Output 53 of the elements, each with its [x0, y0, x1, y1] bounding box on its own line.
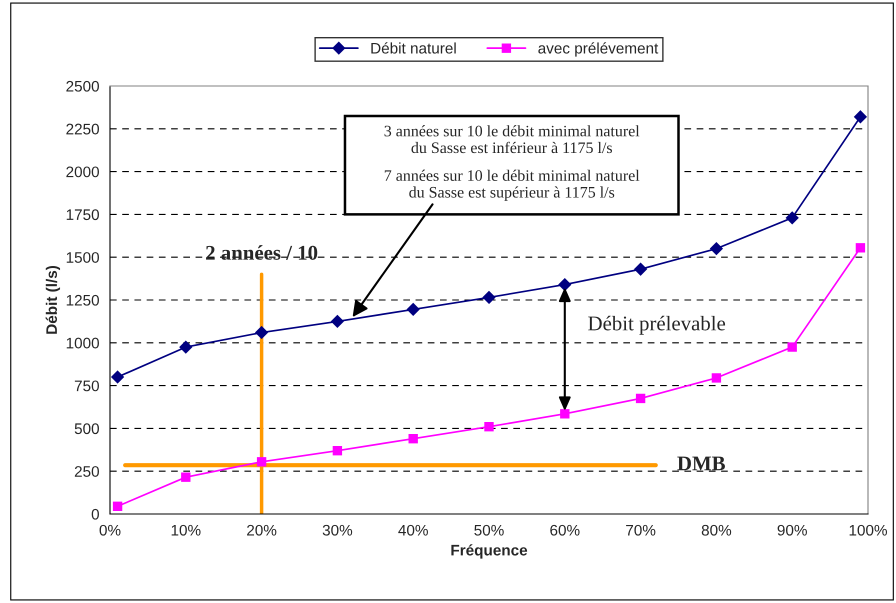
point	[710, 242, 723, 256]
y-tick-label: 2250	[66, 124, 99, 134]
point	[484, 422, 494, 432]
annotation: 3 années sur 10 le débit minimal naturel du Sasse est inférieur à 1175 l/s	[384, 125, 640, 154]
point	[330, 314, 344, 328]
y-tick-label: 500	[74, 423, 99, 434]
y-tick-label: 750	[74, 380, 99, 392]
point	[634, 262, 648, 276]
point	[111, 370, 124, 384]
point	[636, 394, 646, 404]
y-tick-label: 1250	[66, 294, 99, 306]
point	[332, 446, 342, 456]
annotation: Débit prélevable	[588, 316, 726, 335]
point	[854, 110, 867, 124]
point	[560, 409, 570, 419]
y-tick-label: 1500	[66, 252, 99, 263]
y-tick-label: 1000	[66, 338, 99, 348]
x-tick-label: 0%	[100, 524, 120, 536]
point	[181, 472, 190, 482]
point	[255, 326, 268, 339]
point	[112, 502, 122, 511]
x-tick-label: 80%	[702, 524, 732, 536]
point	[712, 373, 722, 383]
point	[179, 340, 192, 354]
point	[406, 303, 420, 316]
x-tick-label: 60%	[550, 524, 580, 536]
y-axis-title: Débit (l/s)	[46, 266, 60, 334]
legend-label: Débit naturel	[371, 42, 456, 54]
y-tick-label: 250	[74, 466, 99, 477]
x-tick-label: 50%	[474, 524, 504, 536]
point	[856, 243, 866, 252]
x-tick-label: 70%	[626, 524, 656, 536]
point	[786, 211, 799, 224]
x-tick-label: 40%	[398, 524, 428, 536]
x-tick-label: 90%	[778, 524, 807, 536]
y-tick-label: 2500	[66, 80, 99, 92]
x-axis-title: Fréquence	[451, 544, 528, 559]
ref-line-label: DMB	[677, 456, 725, 470]
ref-line-label: 2 années / 10	[206, 245, 318, 260]
annotation: 7 années sur 10 le débit minimal naturel du Sasse est supérieur à 1175 l/s	[384, 170, 640, 201]
x-tick-label: 10%	[172, 524, 201, 536]
point	[558, 278, 572, 292]
y-tick-label: 0	[92, 508, 99, 520]
point	[256, 457, 266, 466]
y-tick-label: 1750	[66, 209, 99, 220]
point	[788, 342, 797, 352]
x-tick-label: 30%	[322, 524, 352, 536]
legend-label: avec prélévement	[538, 42, 658, 57]
x-tick-label: 100%	[850, 524, 887, 536]
point	[408, 434, 418, 444]
y-tick-label: 2000	[66, 166, 99, 178]
point	[482, 291, 496, 304]
x-tick-label: 20%	[247, 524, 276, 536]
